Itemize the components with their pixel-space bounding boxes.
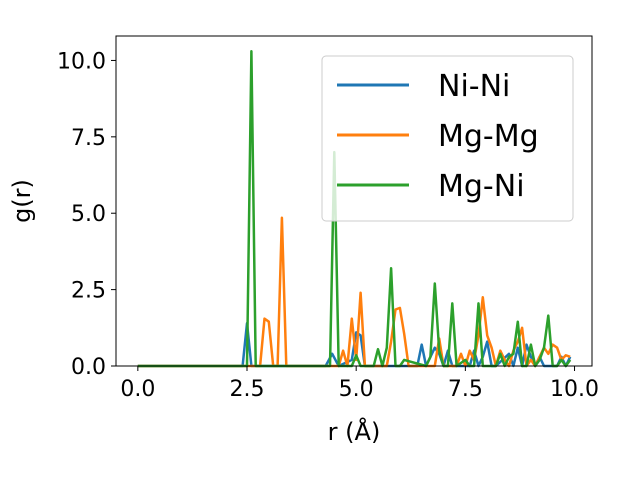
x-tick-label: 7.5 <box>448 377 483 402</box>
legend-label: Mg-Ni <box>438 169 525 204</box>
legend-box <box>321 55 574 222</box>
y-tick-label: 2.5 <box>71 279 106 304</box>
x-tick-label: 0.0 <box>120 377 155 402</box>
legend-label: Mg-Mg <box>438 119 539 154</box>
y-axis: 0.0 2.5 5.0 7.5 10.0 <box>57 49 116 380</box>
series-line-1 <box>137 216 571 368</box>
plot-frame <box>115 35 593 367</box>
y-tick-label: 7.5 <box>71 126 106 151</box>
x-axis: 0.0 2.5 5.0 7.5 10.0 <box>120 366 599 402</box>
x-axis-label: r (Å) <box>328 417 381 446</box>
y-tick-label: 10.0 <box>57 49 106 74</box>
legend: Ni-Ni Mg-Mg Mg-Ni <box>321 55 574 222</box>
series-line-2 <box>137 50 572 368</box>
legend-label: Ni-Ni <box>438 69 510 104</box>
y-tick-label: 0.0 <box>71 355 106 380</box>
x-tick-label: 10.0 <box>550 377 599 402</box>
y-tick-label: 5.0 <box>71 202 106 227</box>
x-tick-label: 2.5 <box>230 377 265 402</box>
y-axis-label: g(r) <box>8 179 36 223</box>
x-tick-label: 5.0 <box>339 377 374 402</box>
